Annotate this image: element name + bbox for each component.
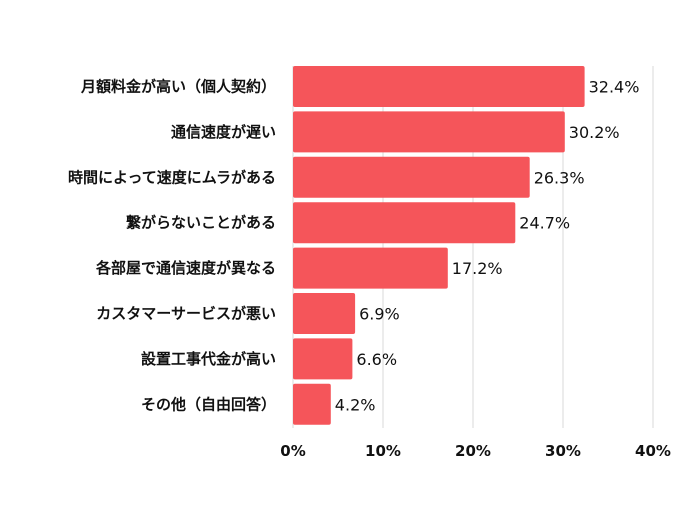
x-tick-label: 10% [365, 442, 401, 460]
value-label: 6.6% [356, 350, 397, 369]
value-label: 26.3% [534, 168, 585, 187]
bar [293, 156, 530, 198]
category-label: カスタマーサービスが悪い [96, 305, 276, 323]
category-label: 時間によって速度にムラがある [68, 168, 276, 186]
value-label: 24.7% [519, 214, 570, 233]
value-label: 17.2% [452, 259, 503, 278]
category-label: 繋がらないことがある [126, 214, 276, 232]
bars [293, 66, 585, 425]
x-tick-label: 30% [545, 442, 581, 460]
value-label: 4.2% [335, 395, 376, 414]
bar [293, 293, 356, 334]
bar [293, 247, 448, 289]
value-label: 6.9% [359, 305, 400, 324]
x-axis-ticks: 0% 10% 20% 30% 40% [280, 442, 671, 460]
x-tick-label: 20% [455, 442, 491, 460]
value-label: 32.4% [589, 78, 640, 97]
x-tick-label: 40% [635, 442, 671, 460]
bar [293, 202, 516, 244]
bar [293, 111, 565, 153]
category-label: 各部屋で通信速度が異なる [95, 259, 276, 277]
category-label: その他（自由回答） [141, 395, 276, 413]
bar [293, 383, 331, 425]
category-labels: 月額料金が高い（個人契約） 通信速度が遅い時間によって速度にムラがある繋がらないこ… [68, 78, 276, 414]
bar [293, 338, 353, 380]
category-label: 設置工事代金が高い [141, 350, 276, 368]
bar [293, 66, 585, 107]
category-label: 通信速度が遅い [171, 123, 276, 141]
value-label: 30.2% [569, 123, 620, 142]
value-labels: 32.4% 30.2% 26.3% 24.7% 17.2% 6.9% 6.6% 4.2% [335, 78, 640, 415]
x-tick-label: 0% [280, 442, 305, 460]
category-label: 月額料金が高い（個人契約） [80, 78, 276, 96]
